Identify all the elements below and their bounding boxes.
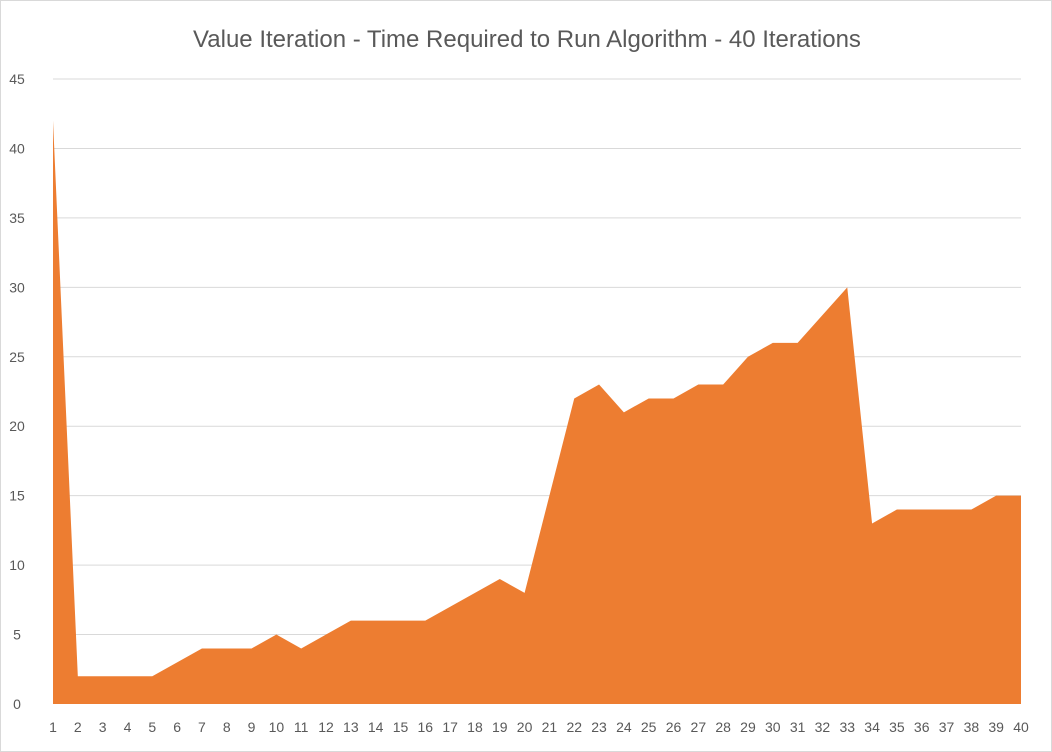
x-tick-label: 39 — [988, 719, 1004, 735]
x-tick-label: 19 — [492, 719, 508, 735]
x-tick-label: 27 — [691, 719, 707, 735]
y-tick-label: 35 — [9, 210, 25, 226]
x-tick-label: 1 — [49, 719, 57, 735]
y-tick-label: 0 — [13, 696, 21, 712]
y-axis-ticks: 0 5 10 15 20 25 30 35 40 45 — [9, 71, 25, 712]
x-tick-label: 38 — [964, 719, 980, 735]
x-tick-label: 34 — [864, 719, 880, 735]
x-tick-label: 21 — [542, 719, 558, 735]
y-tick-label: 5 — [13, 627, 21, 643]
x-tick-label: 35 — [889, 719, 905, 735]
gridlines — [53, 78, 1021, 636]
x-tick-label: 20 — [517, 719, 533, 735]
chart-title: Value Iteration - Time Required to Run A… — [193, 26, 861, 53]
x-tick-label: 33 — [839, 719, 855, 735]
x-tick-label: 4 — [124, 719, 132, 735]
x-tick-label: 37 — [939, 719, 955, 735]
x-tick-label: 3 — [99, 719, 107, 735]
x-tick-label: 22 — [566, 719, 582, 735]
x-tick-label: 13 — [343, 719, 359, 735]
x-tick-label: 17 — [442, 719, 458, 735]
x-tick-label: 15 — [393, 719, 409, 735]
y-tick-label: 25 — [9, 349, 25, 365]
x-tick-label: 29 — [740, 719, 756, 735]
x-tick-label: 26 — [666, 719, 682, 735]
x-tick-label: 14 — [368, 719, 384, 735]
y-tick-label: 30 — [9, 279, 25, 295]
x-tick-label: 7 — [198, 719, 206, 735]
x-axis-ticks: 1 2 3 4 5 6 7 8 9 10 11 12 13 14 15 16 17 18 19 20 21 22 23 24 2… — [49, 719, 1029, 735]
area-fill — [53, 120, 1021, 704]
x-tick-label: 28 — [715, 719, 731, 735]
area-series — [53, 120, 1021, 704]
x-tick-label: 31 — [790, 719, 806, 735]
x-tick-label: 8 — [223, 719, 231, 735]
x-tick-label: 18 — [467, 719, 483, 735]
x-tick-label: 11 — [294, 719, 309, 735]
x-tick-label: 40 — [1013, 719, 1029, 735]
x-tick-label: 10 — [269, 719, 285, 735]
x-tick-label: 16 — [418, 719, 434, 735]
x-tick-label: 6 — [173, 719, 181, 735]
y-tick-label: 10 — [9, 557, 25, 573]
x-tick-label: 5 — [148, 719, 156, 735]
y-tick-label: 15 — [9, 488, 25, 504]
x-tick-label: 12 — [318, 719, 334, 735]
x-tick-label: 30 — [765, 719, 781, 735]
x-tick-label: 24 — [616, 719, 632, 735]
x-tick-label: 9 — [248, 719, 256, 735]
x-tick-label: 2 — [74, 719, 82, 735]
y-tick-label: 20 — [9, 418, 25, 434]
x-tick-label: 25 — [641, 719, 657, 735]
y-tick-label: 45 — [9, 71, 25, 87]
x-tick-label: 32 — [815, 719, 831, 735]
x-tick-label: 36 — [914, 719, 930, 735]
y-tick-label: 40 — [9, 140, 25, 156]
x-tick-label: 23 — [591, 719, 607, 735]
